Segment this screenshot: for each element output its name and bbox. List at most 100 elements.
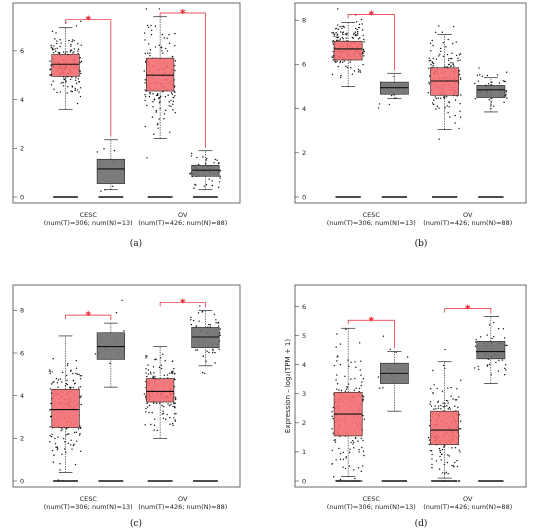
data-point <box>198 320 200 322</box>
data-point <box>354 361 356 363</box>
data-point <box>161 353 164 355</box>
data-point <box>79 386 82 388</box>
data-point <box>363 41 365 43</box>
data-point <box>174 112 176 114</box>
data-point <box>103 148 105 150</box>
data-point <box>361 446 363 449</box>
data-point <box>52 49 54 51</box>
data-point <box>197 312 200 314</box>
data-point <box>199 305 201 307</box>
data-point <box>361 480 363 482</box>
data-point <box>355 387 357 389</box>
data-point <box>506 344 508 347</box>
data-point <box>143 70 146 72</box>
box-tumor <box>146 57 175 92</box>
y-tick-label: 4 <box>20 96 24 104</box>
data-point <box>189 173 191 175</box>
data-point <box>153 429 156 431</box>
data-point <box>57 386 59 389</box>
category-label: CESC <box>363 495 381 503</box>
data-point <box>76 440 78 442</box>
data-point <box>143 32 146 34</box>
panel-label: (d) <box>415 518 428 529</box>
data-point <box>158 8 161 10</box>
category-label: OV <box>463 211 473 219</box>
data-point <box>341 36 344 39</box>
data-point <box>492 105 495 107</box>
data-point <box>332 59 334 61</box>
data-point <box>162 52 164 54</box>
data-point <box>450 61 452 64</box>
data-point <box>208 323 210 326</box>
data-point <box>441 472 444 474</box>
data-point <box>218 348 220 351</box>
data-point <box>459 110 461 113</box>
data-point <box>195 325 198 327</box>
y-tick-label: 0 <box>302 193 306 201</box>
data-point <box>162 405 165 408</box>
category-label: CESC <box>363 211 381 219</box>
data-point <box>346 34 348 36</box>
y-tick-label: 2 <box>302 149 306 157</box>
data-point <box>431 102 434 104</box>
data-point <box>152 375 154 378</box>
data-point <box>446 105 448 107</box>
data-point <box>458 127 460 130</box>
box-tumor <box>51 388 80 428</box>
data-point <box>451 52 453 54</box>
y-tick-label: 0 <box>20 193 24 201</box>
data-point <box>146 375 148 378</box>
data-point <box>339 26 341 28</box>
data-point <box>144 125 147 128</box>
data-point <box>448 455 451 457</box>
data-point <box>459 103 461 105</box>
data-point <box>144 99 146 102</box>
data-point <box>215 322 217 324</box>
data-point <box>53 52 55 54</box>
significance-star: * <box>85 309 91 322</box>
data-point <box>162 417 165 419</box>
data-point <box>149 371 152 373</box>
data-point <box>437 97 439 99</box>
significance-bracket <box>444 308 492 314</box>
box-tumor <box>430 67 459 96</box>
data-point <box>335 36 337 38</box>
data-point <box>174 60 177 62</box>
data-point <box>75 77 77 79</box>
significance-star: * <box>368 8 374 21</box>
data-point <box>440 459 442 461</box>
data-point <box>121 299 123 302</box>
data-point <box>145 368 147 370</box>
data-point <box>54 48 56 50</box>
data-point <box>115 311 118 314</box>
data-point <box>72 379 75 382</box>
category-sample-size: (num(T)=306; num(N)=13) <box>44 219 133 227</box>
data-point <box>395 351 397 354</box>
data-point <box>460 116 462 118</box>
data-point <box>156 124 159 126</box>
data-point <box>56 47 58 49</box>
data-point <box>113 149 116 152</box>
data-point <box>340 31 342 33</box>
data-point <box>174 45 176 47</box>
data-point <box>174 420 176 422</box>
data-point <box>56 42 58 45</box>
data-point <box>78 387 80 389</box>
plot-frame <box>294 284 527 488</box>
data-point <box>352 37 355 39</box>
data-point <box>336 34 338 36</box>
data-point <box>429 403 431 405</box>
data-point <box>481 75 484 78</box>
data-point <box>160 95 162 98</box>
data-point <box>193 319 195 322</box>
data-point <box>501 359 504 361</box>
data-point <box>171 55 174 58</box>
data-point <box>153 402 155 404</box>
data-point <box>339 478 342 481</box>
data-point <box>69 78 72 81</box>
data-point <box>442 406 444 408</box>
data-point <box>53 88 55 90</box>
data-point <box>203 185 205 187</box>
data-point <box>388 103 391 106</box>
